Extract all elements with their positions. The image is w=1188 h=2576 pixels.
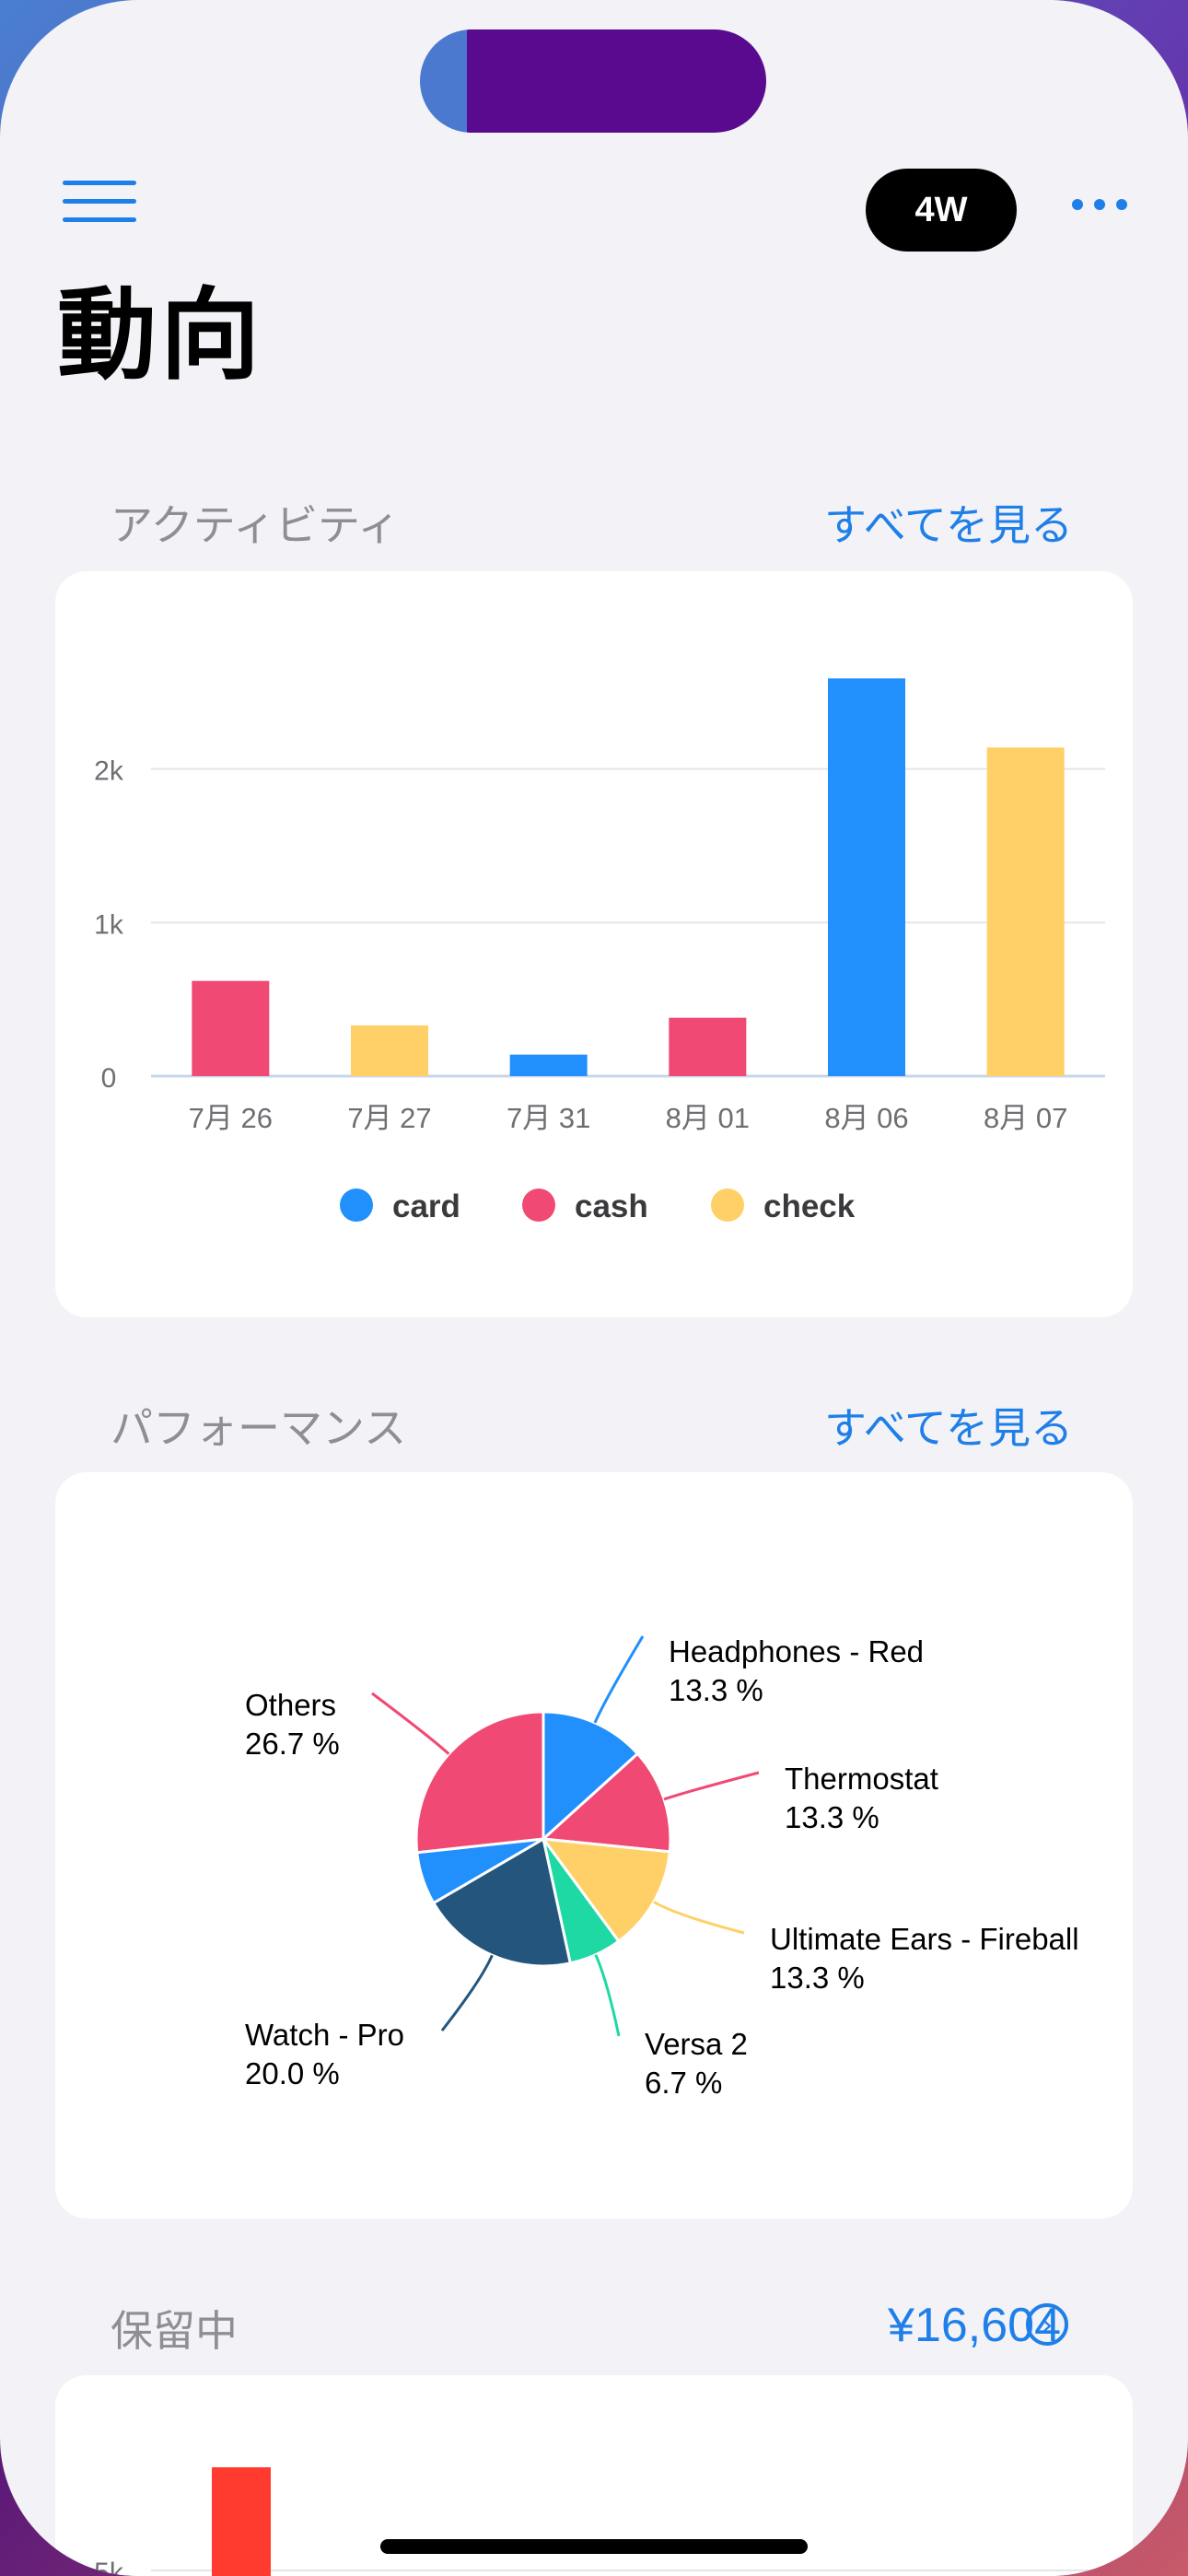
y-tick-label: 5k [94, 2558, 124, 2576]
pie-slice [414, 1710, 545, 1855]
x-tick-label: 7月 26 [189, 1102, 273, 1134]
pie-leader-line [653, 1901, 745, 1935]
bar [509, 1054, 588, 1076]
performance-pie-chart: Headphones - Red 13.3 % Thermostat 13.3 % Ul… [245, 1634, 1079, 2100]
activity-section-label: アクティビティ [111, 500, 401, 550]
pie-value-label: 13.3 % [770, 1961, 865, 1995]
bar [986, 747, 1065, 1076]
pie-slice [542, 1710, 640, 1843]
bar [669, 1017, 747, 1076]
x-tick-label: 7月 27 [347, 1102, 431, 1134]
activity-bar-chart: 0 1k 2k 7月 26 7月 27 7月 31 8月 01 8月 06 8月 07 card c… [94, 678, 1105, 1224]
ellipsis-icon[interactable] [1072, 197, 1129, 216]
x-tick-label: 7月 31 [507, 1102, 590, 1134]
x-tick-label: 8月 07 [984, 1102, 1067, 1134]
pie-label: Others [245, 1688, 336, 1722]
pie-value-label: 6.7 % [645, 2066, 722, 2100]
performance-card: Headphones - Red 13.3 % Thermostat 13.3 % Ul… [55, 1472, 1133, 2219]
legend-label: card [392, 1188, 460, 1224]
pie-label: Headphones - Red [669, 1634, 924, 1669]
pie-slice [540, 1751, 672, 1854]
dynamic-island [420, 29, 766, 133]
pie-label: Thermostat [785, 1762, 938, 1796]
performance-section-label: パフォーマンス [111, 1403, 407, 1453]
bar [192, 980, 270, 1076]
activity-see-all-link[interactable]: すべてを見る [823, 500, 1073, 550]
pie-slice [431, 1836, 573, 1968]
hamburger-icon[interactable] [63, 181, 138, 225]
x-tick-label: 8月 06 [824, 1102, 908, 1134]
y-tick-label: 2k [94, 756, 124, 787]
legend-swatch [340, 1188, 373, 1222]
pie-leader-line [371, 1692, 450, 1755]
legend-label: cash [575, 1188, 648, 1224]
activity-card: 0 1k 2k 7月 26 7月 27 7月 31 8月 01 8月 06 8月 07 card c… [55, 571, 1133, 1317]
x-tick-label: 8月 01 [666, 1102, 750, 1134]
pie-leader-line [594, 1954, 621, 2037]
legend-swatch [522, 1188, 555, 1222]
y-tick-label: 0 [101, 1063, 117, 1094]
pie-leader-line [440, 1954, 494, 2032]
pending-bar-chart: 5k [94, 2467, 1105, 2576]
pie-label: Ultimate Ears - Fireball [770, 1922, 1079, 1956]
pie-leader-line [593, 1635, 645, 1724]
pie-value-label: 26.7 % [245, 1727, 340, 1761]
page-title: 動向 [57, 278, 264, 393]
performance-see-all-link[interactable]: すべてを見る [823, 1403, 1073, 1453]
legend-label: check [763, 1188, 856, 1224]
pie-value-label: 20.0 % [245, 2056, 340, 2090]
period-selector-button[interactable]: 4W [866, 169, 1017, 252]
bar [212, 2467, 271, 2576]
y-tick-label: 1k [94, 909, 124, 940]
pie-value-label: 13.3 % [785, 1800, 879, 1834]
legend-swatch [711, 1188, 744, 1222]
pie-leader-line [663, 1771, 760, 1801]
bar [828, 678, 905, 1076]
pie-slice [540, 1837, 671, 1944]
home-indicator[interactable] [380, 2539, 808, 2554]
pie-label: Versa 2 [645, 2027, 748, 2061]
pie-label: Watch - Pro [245, 2018, 404, 2052]
bar [351, 1025, 428, 1076]
chevron-right-circle-icon[interactable]: › [1026, 2303, 1068, 2346]
pie-value-label: 13.3 % [669, 1673, 763, 1707]
pending-section-label: 保留中 [111, 2306, 238, 2356]
